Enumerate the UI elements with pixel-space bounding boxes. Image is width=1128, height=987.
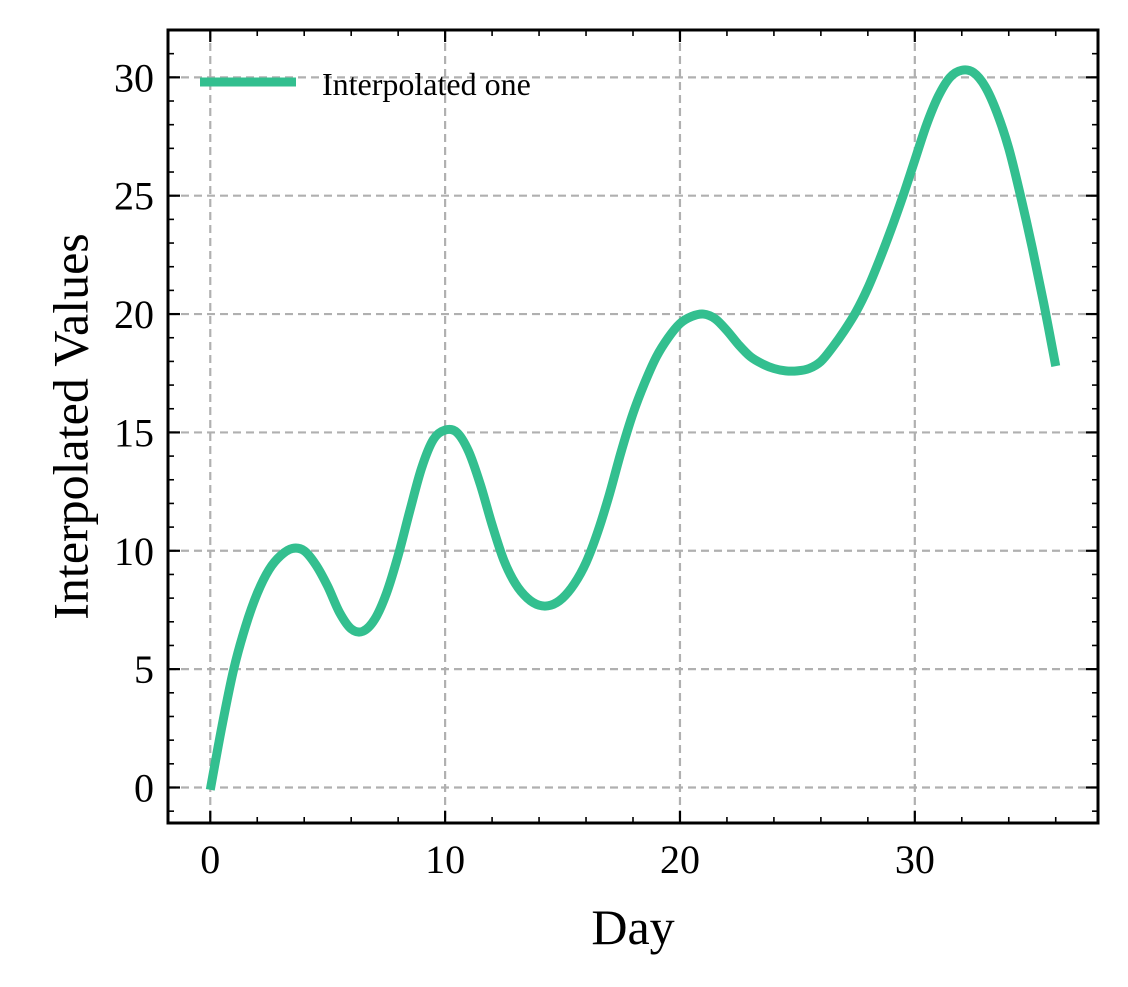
x-tick-label: 30 [895, 837, 935, 882]
y-tick-label: 10 [114, 529, 154, 574]
y-tick-label: 0 [134, 765, 154, 810]
x-tick-label: 10 [425, 837, 465, 882]
y-tick-labels: 0 5 10 15 20 25 30 [114, 55, 154, 810]
series-line-0 [205, 65, 1061, 791]
y-tick-label: 25 [114, 174, 154, 219]
x-tick-label: 20 [660, 837, 700, 882]
y-tick-label: 30 [114, 55, 154, 100]
y-tick-label: 15 [114, 410, 154, 455]
legend-label-interpolated-one: Interpolated one [322, 66, 531, 102]
series-layer [205, 65, 1061, 791]
legend: Interpolated one [200, 66, 531, 102]
major-ticks [168, 30, 1098, 823]
plot-frame [166, 28, 1100, 825]
x-tick-labels: 0 10 20 30 [200, 837, 935, 882]
y-axis-label: Interpolated Values [43, 233, 99, 619]
y-tick-label: 5 [134, 647, 154, 692]
y-tick-label: 20 [114, 292, 154, 337]
x-axis-label: Day [591, 899, 674, 955]
x-tick-label: 0 [200, 837, 220, 882]
